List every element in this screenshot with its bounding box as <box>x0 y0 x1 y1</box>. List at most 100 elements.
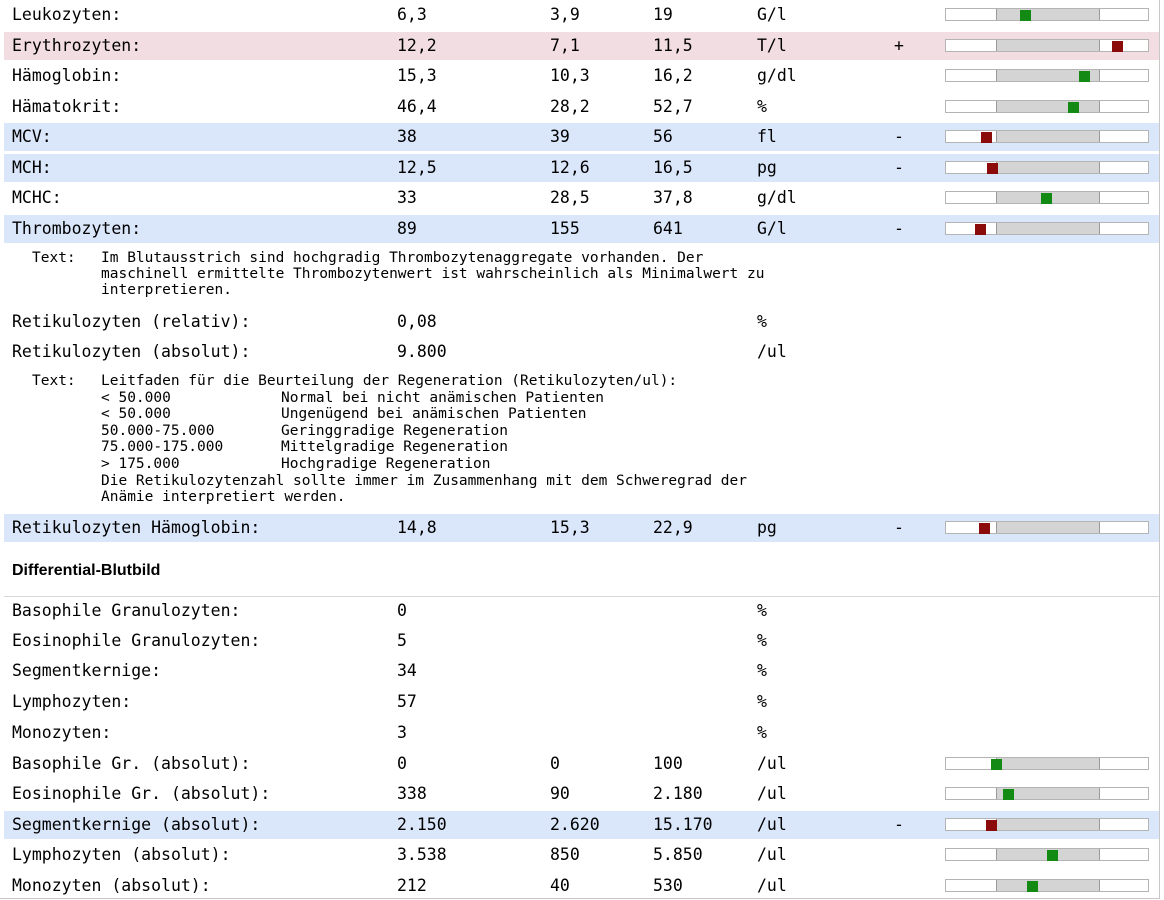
result-value: 9.800 <box>397 342 447 361</box>
lab-result-row: Basophile Gr. (absolut): 0 0 100/ul <box>4 750 1159 778</box>
reference-range-bar <box>945 879 1149 892</box>
lab-result-row: Hämoglobin: 15,3 10,3 16,2 g/dl <box>4 62 1159 90</box>
result-value: 338 <box>397 784 427 803</box>
result-value: 2.150 <box>397 815 447 834</box>
guide-desc: Hochgradige Regeneration <box>281 456 491 472</box>
result-marker <box>1020 10 1032 21</box>
deviation-flag: - <box>894 158 904 177</box>
analyte-name: Hämatokrit: <box>12 97 122 116</box>
reference-max: 5.850 <box>653 845 703 864</box>
comment-line: maschinell ermittelte Thrombozytenwert i… <box>101 266 765 282</box>
reference-range-band <box>996 223 1100 234</box>
unit: /ul <box>757 815 787 834</box>
lab-result-row: Retikulozyten (absolut): 9.800/ul <box>4 338 1159 366</box>
reference-max: 16,2 <box>653 66 693 85</box>
unit: /ul <box>757 342 787 361</box>
lab-result-row: Lymphozyten (absolut): 3.538 850 5.850/ul <box>4 841 1159 869</box>
reference-range-band <box>996 162 1100 173</box>
result-value: 212 <box>397 876 427 895</box>
guide-intro: Leitfaden für die Beurteilung der Regene… <box>101 373 678 389</box>
reference-min: 3,9 <box>550 5 580 24</box>
lab-result-row: MCV: 38 39 56 fl - <box>4 123 1159 151</box>
reference-range-band <box>996 819 1100 830</box>
deviation-flag: - <box>894 518 904 537</box>
analyte-name: Thrombozyten: <box>12 219 142 238</box>
unit: % <box>757 97 767 116</box>
unit: g/dl <box>757 188 797 207</box>
result-marker <box>978 523 990 534</box>
analyte-name: Eosinophile Granulozyten: <box>12 631 261 650</box>
result-value: 12,5 <box>397 158 437 177</box>
reference-min: 12,6 <box>550 158 590 177</box>
unit: G/l <box>757 5 787 24</box>
lab-result-row: Hämatokrit: 46,4 28,2 52,7% <box>4 93 1159 121</box>
result-value: 0 <box>397 601 407 620</box>
comment-line: interpretieren. <box>101 282 232 298</box>
reference-range-bar <box>945 69 1149 82</box>
analyte-name: Lymphozyten: <box>12 692 132 711</box>
comment-label: Text: <box>32 373 76 389</box>
lab-result-row: Basophile Granulozyten: 0% <box>4 597 1159 625</box>
unit: pg <box>757 158 777 177</box>
lab-result-row: Monozyten (absolut): 212 40 530/ul <box>4 872 1159 900</box>
reference-range-bar <box>945 130 1149 143</box>
unit: % <box>757 601 767 620</box>
guide-outro: Die Retikulozytenzahl sollte immer im Zu… <box>101 473 748 489</box>
lab-result-row: Thrombozyten: 89 155 641 G/l - <box>4 215 1159 243</box>
unit: fl <box>757 127 777 146</box>
lab-result-row: Retikulozyten Hämoglobin: 14,8 15,3 22,9 pg - <box>4 514 1159 542</box>
lab-result-row: Erythrozyten: 12,2 7,1 11,5 T/l + <box>4 32 1159 60</box>
guide-range: 50.000-75.000 <box>101 423 215 439</box>
lab-result-row: MCHC: 33 28,5 37,8 g/dl <box>4 184 1159 212</box>
reference-range-bar <box>945 787 1149 800</box>
reference-range-band <box>996 40 1100 51</box>
analyte-name: Segmentkernige: <box>12 661 162 680</box>
result-marker <box>1111 41 1123 52</box>
reference-range-band <box>996 70 1100 81</box>
lab-result-row: Leukozyten: 6,3 3,9 19 G/l <box>4 1 1159 29</box>
unit: /ul <box>757 845 787 864</box>
guide-desc: Mittelgradige Regeneration <box>281 439 508 455</box>
lab-result-row: Segmentkernige (absolut): 2.150 2.620 15.17… <box>4 811 1159 839</box>
reference-min: 0 <box>550 754 560 773</box>
reference-range-bar <box>945 818 1149 831</box>
result-value: 33 <box>397 188 417 207</box>
reference-range-bar <box>945 8 1149 21</box>
reference-range-band <box>996 9 1100 20</box>
reference-min: 28,5 <box>550 188 590 207</box>
reference-min: 155 <box>550 219 580 238</box>
result-marker <box>985 820 997 831</box>
analyte-name: MCH: <box>12 158 52 177</box>
reference-range-bar <box>945 848 1149 861</box>
analyte-name: Retikulozyten Hämoglobin: <box>12 518 261 537</box>
unit: G/l <box>757 219 787 238</box>
reference-max: 16,5 <box>653 158 693 177</box>
result-value: 89 <box>397 219 417 238</box>
result-marker <box>986 163 998 174</box>
reference-range-bar <box>945 39 1149 52</box>
guide-desc: Geringgradige Regeneration <box>281 423 508 439</box>
unit: % <box>757 631 767 650</box>
analyte-name: MCHC: <box>12 188 62 207</box>
reference-min: 10,3 <box>550 66 590 85</box>
unit: /ul <box>757 754 787 773</box>
reference-range-bar <box>945 521 1149 534</box>
reference-max: 56 <box>653 127 673 146</box>
unit: T/l <box>757 36 787 55</box>
reference-range-band <box>996 522 1100 533</box>
reference-range-band <box>996 788 1100 799</box>
result-value: 34 <box>397 661 417 680</box>
lab-result-row: MCH: 12,5 12,6 16,5 pg - <box>4 154 1159 182</box>
result-marker <box>1067 102 1079 113</box>
lab-result-row: Segmentkernige: 34% <box>4 657 1159 685</box>
result-marker <box>1003 789 1015 800</box>
analyte-name: Eosinophile Gr. (absolut): <box>12 784 271 803</box>
analyte-name: Retikulozyten (relativ): <box>12 312 251 331</box>
result-value: 57 <box>397 692 417 711</box>
result-value: 0 <box>397 754 407 773</box>
lab-result-row: Lymphozyten: 57% <box>4 688 1159 716</box>
comment-line: Im Blutausstrich sind hochgradig Thrombo… <box>101 250 704 266</box>
unit: % <box>757 312 767 331</box>
lab-result-row: Eosinophile Gr. (absolut): 338 90 2.180/ul <box>4 780 1159 808</box>
